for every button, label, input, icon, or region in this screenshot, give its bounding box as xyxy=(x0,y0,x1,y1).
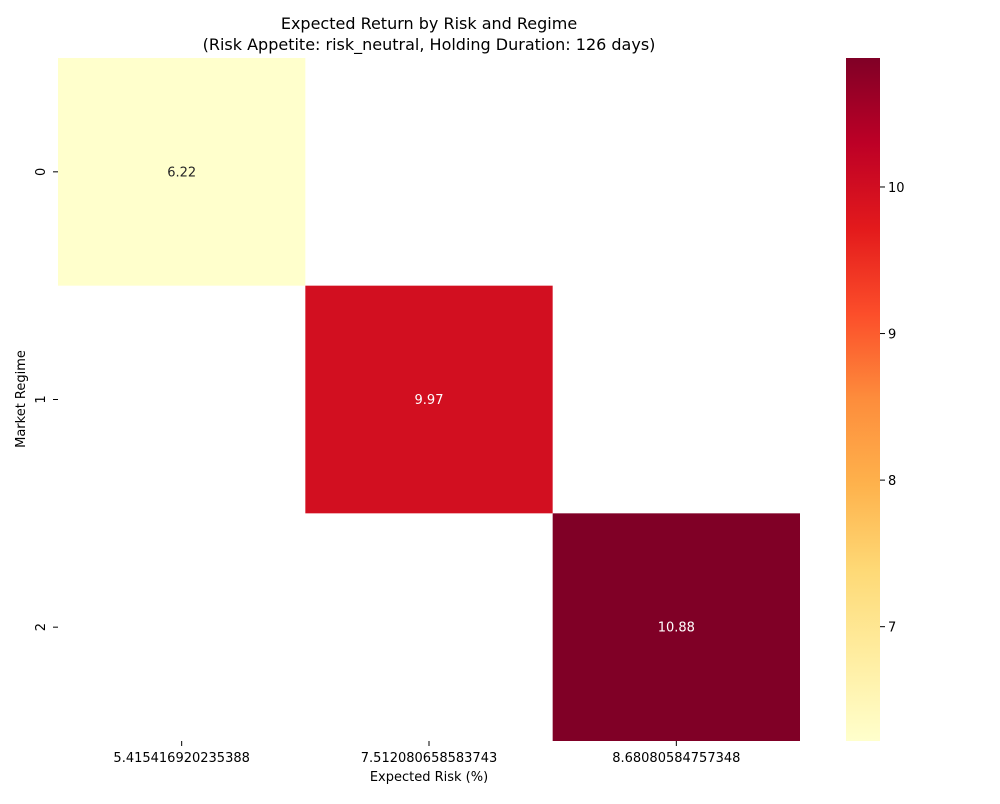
chart-title-line2: (Risk Appetite: risk_neutral, Holding Du… xyxy=(203,35,656,55)
cell-value-label-0: 6.22 xyxy=(167,165,196,180)
heatmap-cell-1 xyxy=(305,285,553,514)
colorbar xyxy=(846,58,880,741)
chart-title-line1: Expected Return by Risk and Regime xyxy=(281,14,577,33)
y-tick-label-1: 1 xyxy=(34,395,49,403)
heatmap-cell-labels: 6.22 9.97 10.88 xyxy=(167,165,695,635)
x-tick-label-1: 7.512080658583743 xyxy=(361,751,497,766)
x-axis-label: Expected Risk (%) xyxy=(370,770,488,785)
y-tick-label-2: 2 xyxy=(34,623,49,631)
colorbar-tick-label-2: 9 xyxy=(888,328,896,343)
colorbar-tick-label-0: 7 xyxy=(888,621,896,636)
y-tick-label-0: 0 xyxy=(34,168,49,176)
x-tick-label-2: 8.68080584757348 xyxy=(612,751,740,766)
y-axis-ticks: 0 1 2 xyxy=(34,168,58,631)
heatmap-cells xyxy=(58,58,800,741)
cell-value-label-2: 10.88 xyxy=(658,621,695,636)
heatmap-cell-2 xyxy=(552,513,800,741)
colorbar-ticks: 7 8 9 10 xyxy=(880,181,905,636)
cell-value-label-1: 9.97 xyxy=(415,393,444,408)
y-axis-label: Market Regime xyxy=(14,350,29,448)
colorbar-tick-label-3: 10 xyxy=(888,181,905,196)
x-tick-label-0: 5.415416920235388 xyxy=(113,751,249,766)
x-axis-ticks: 5.415416920235388 7.512080658583743 8.6808… xyxy=(113,741,740,766)
heatmap-cell-0 xyxy=(58,58,306,286)
colorbar-tick-label-1: 8 xyxy=(888,474,896,489)
